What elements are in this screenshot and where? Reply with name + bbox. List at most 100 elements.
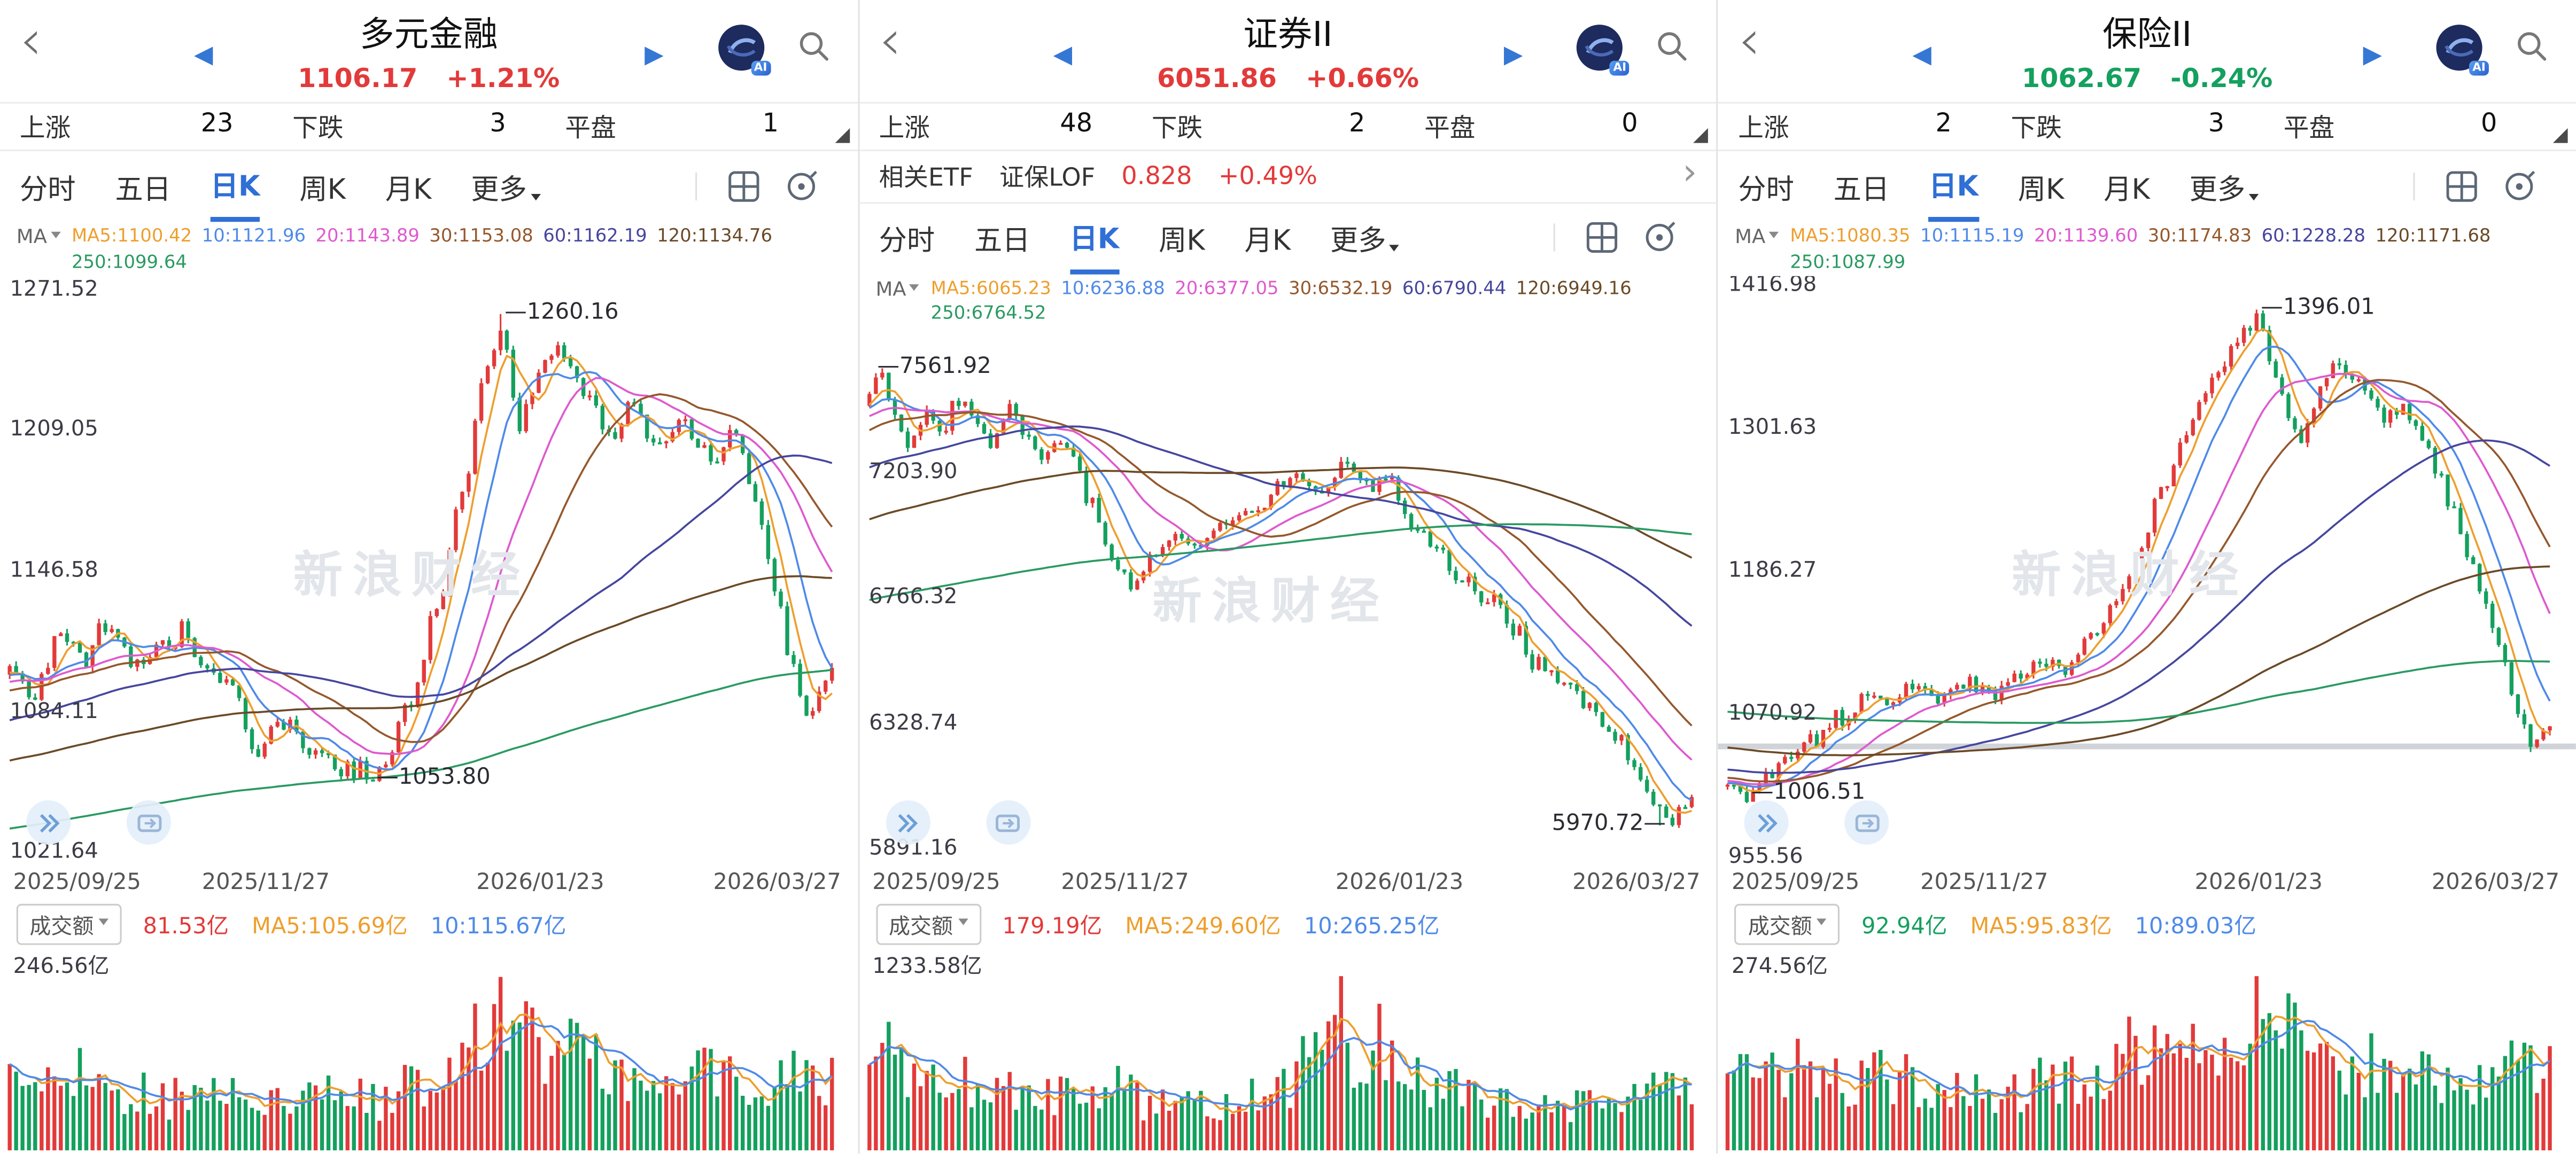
prev-index-button[interactable]: ◀ (1912, 39, 1931, 69)
ma-selector[interactable]: MA (1735, 225, 1779, 248)
chart-period-tabs: 分时 五日 日K 周K 月K 更多 (859, 201, 1717, 274)
advance-decline-bar: 上涨 2 下跌 3 平盘 0 (1718, 102, 2576, 151)
expand-corner-icon[interactable] (1694, 128, 1709, 143)
volume-chart[interactable]: 1233.58亿 (859, 947, 1717, 1154)
ai-badge: AI (750, 60, 771, 76)
index-title: 保险II (2102, 14, 2192, 54)
app-logo-icon[interactable]: AI (1576, 23, 1630, 76)
landscape-rotate-button[interactable] (1845, 800, 1890, 845)
date-label: 2025/11/27 (201, 869, 330, 896)
tab-monthly-k[interactable]: 月K (2104, 173, 2150, 207)
tab-more[interactable]: 更多 (2190, 152, 2259, 220)
indicator-settings-icon[interactable] (1643, 221, 1678, 255)
grid-layout-icon[interactable] (1585, 221, 1620, 255)
landscape-rotate-button[interactable] (126, 800, 171, 845)
tab-more-label: 更多 (471, 173, 527, 207)
caret-down-icon (958, 918, 968, 925)
expand-corner-icon[interactable] (2552, 128, 2568, 143)
tab-5day[interactable]: 五日 (974, 225, 1030, 259)
advancers: 上涨 48 (879, 108, 1152, 145)
search-icon[interactable] (2513, 28, 2550, 71)
caret-down-icon (1768, 231, 1779, 239)
tab-weekly-k[interactable]: 周K (299, 173, 346, 207)
candlestick-chart[interactable]: 新浪财经 7203.90 6766.32 6328.74 5891.16 —7561.9… (859, 328, 1717, 864)
caret-down-icon (2248, 193, 2259, 200)
fast-forward-button[interactable] (1744, 800, 1789, 845)
back-button[interactable]: ‹ (879, 8, 902, 74)
y-axis-label: 1070.92 (1728, 701, 1817, 727)
prev-index-button[interactable]: ◀ (1053, 39, 1073, 69)
next-index-button[interactable]: ▶ (1503, 39, 1523, 69)
expand-corner-icon[interactable] (834, 128, 850, 143)
ma-selector[interactable]: MA (875, 277, 920, 300)
tab-monthly-k[interactable]: 月K (385, 173, 432, 207)
volume-values: 179.19亿 MA5:249.60亿 10:265.25亿 (1002, 907, 1439, 940)
search-icon[interactable] (1654, 28, 1690, 71)
decliners: 下跌 3 (2011, 108, 2284, 145)
candlestick-chart[interactable]: 新浪财经 1271.52 1209.05 1146.58 1084.11 1021.64… (0, 276, 858, 864)
candlestick-chart[interactable]: 新浪财经 1416.98 1301.63 1186.27 1070.92 955.56 —… (1718, 276, 2576, 864)
ma-value: 120:6949.16 (1516, 277, 1632, 299)
y-axis-label: 6328.74 (869, 711, 958, 736)
tab-weekly-k[interactable]: 周K (1159, 225, 1205, 259)
caret-down-icon (1389, 245, 1400, 252)
price-annotation: —1053.80 (376, 764, 491, 791)
ma-selector-label: MA (875, 277, 906, 300)
y-axis-label: 1146.58 (10, 558, 98, 583)
back-button[interactable]: ‹ (19, 8, 42, 74)
related-etf-row[interactable]: 相关ETF 证保LOF 0.828 +0.49% › (859, 151, 1717, 204)
tab-daily-k[interactable]: 日K (1069, 201, 1120, 274)
grid-layout-icon[interactable] (726, 168, 761, 203)
grid-layout-icon[interactable] (2445, 168, 2479, 203)
volume-type-selector[interactable]: 成交额 (875, 903, 981, 945)
indicator-settings-icon[interactable] (2502, 168, 2537, 203)
app-logo-icon[interactable]: AI (2434, 23, 2489, 76)
tab-5day[interactable]: 五日 (115, 173, 171, 207)
ma-selector-label: MA (1735, 225, 1766, 248)
app-logo-icon[interactable]: AI (716, 23, 771, 76)
panel-header: ‹ ◀ 多元金融 1106.17 +1.21% ▶ AI (0, 0, 858, 102)
volume-value: 81.53亿 (143, 914, 229, 940)
advance-decline-bar: 上涨 23 下跌 3 平盘 1 (0, 102, 858, 151)
fast-forward-button[interactable] (885, 800, 930, 845)
indicator-settings-icon[interactable] (783, 168, 818, 203)
ma-selector[interactable]: MA (17, 225, 60, 248)
up-label: 上涨 (879, 113, 930, 143)
y-axis-label: 7203.90 (869, 459, 958, 485)
index-price: 6051.86 (1157, 62, 1277, 94)
volume-type-selector[interactable]: 成交额 (1735, 903, 1841, 945)
down-count: 3 (490, 108, 506, 138)
next-index-button[interactable]: ▶ (2363, 39, 2383, 69)
search-icon[interactable] (795, 28, 832, 71)
volume-chart[interactable]: 274.56亿 (1718, 947, 2576, 1154)
tab-minute[interactable]: 分时 (1738, 173, 1794, 207)
volume-selector-label: 成交额 (889, 914, 953, 939)
chart-quick-buttons (885, 800, 1030, 845)
tab-more[interactable]: 更多 (1330, 204, 1400, 271)
volume-value: 10:89.03亿 (2135, 914, 2256, 940)
tab-more[interactable]: 更多 (471, 152, 540, 220)
price-line: 1062.67 -0.24% (1917, 63, 2377, 93)
tab-daily-k[interactable]: 日K (1929, 150, 1978, 222)
tab-minute[interactable]: 分时 (879, 225, 935, 259)
index-price: 1062.67 (2021, 62, 2142, 94)
ma-value: 10:6236.88 (1061, 277, 1165, 299)
fast-forward-button[interactable] (26, 800, 71, 845)
date-label: 2025/09/25 (872, 869, 1000, 896)
up-label: 上涨 (1738, 113, 1789, 143)
up-count: 23 (200, 108, 234, 138)
volume-type-selector[interactable]: 成交额 (16, 903, 122, 945)
tab-minute[interactable]: 分时 (19, 173, 76, 207)
volume-selector-label: 成交额 (1748, 914, 1812, 939)
landscape-rotate-button[interactable] (986, 800, 1030, 845)
ma-value: 10:1115.19 (1920, 225, 2024, 247)
volume-chart[interactable]: 246.56亿 (0, 947, 858, 1154)
tab-5day[interactable]: 五日 (1833, 173, 1890, 207)
prev-index-button[interactable]: ◀ (193, 39, 213, 69)
tab-monthly-k[interactable]: 月K (1244, 225, 1291, 259)
tab-daily-k[interactable]: 日K (210, 150, 260, 222)
back-button[interactable]: ‹ (1738, 8, 1761, 74)
watermark: 新浪财经 (293, 547, 530, 605)
tab-weekly-k[interactable]: 周K (2018, 173, 2065, 207)
next-index-button[interactable]: ▶ (645, 39, 664, 69)
